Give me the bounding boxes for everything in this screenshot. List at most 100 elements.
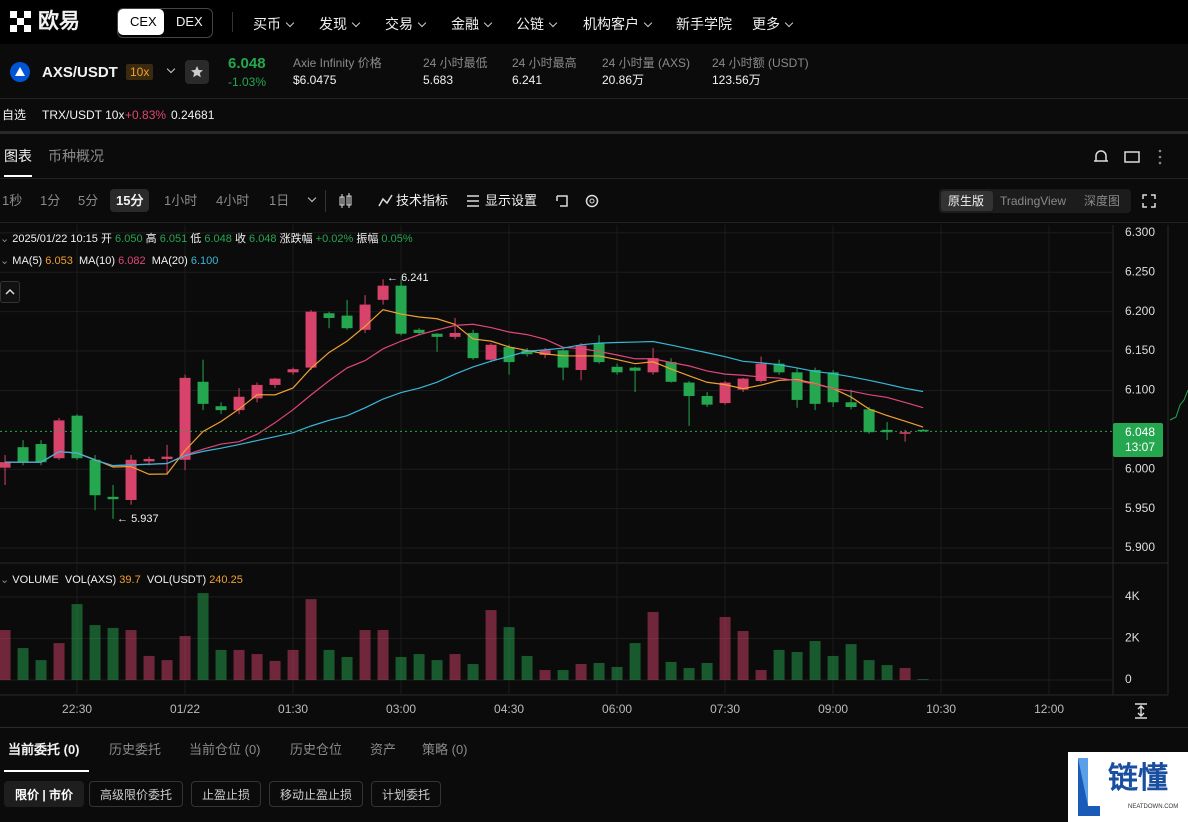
- view-option-active[interactable]: 原生版: [948, 194, 985, 208]
- ma-label: MA(10): [78, 255, 116, 267]
- order-tab[interactable]: 历史委托: [109, 742, 162, 757]
- nav-label: 买币: [253, 16, 281, 32]
- nav-item[interactable]: 买币: [253, 14, 295, 34]
- nav-item[interactable]: 新手学院: [676, 14, 732, 34]
- toolbar-icons[interactable]: [555, 193, 605, 209]
- candle-body: [755, 363, 767, 381]
- order-type[interactable]: 计划委托: [371, 781, 442, 807]
- order-type-active[interactable]: 限价 | 市价: [4, 781, 85, 807]
- view-option[interactable]: TradingView: [1000, 194, 1067, 208]
- nav-item[interactable]: 交易: [385, 14, 427, 34]
- fullscreen-icon[interactable]: [1142, 194, 1156, 208]
- candle-body: [233, 396, 245, 411]
- interval[interactable]: 1日: [269, 193, 290, 208]
- max-value: 6.241: [401, 272, 429, 284]
- candle-body: [377, 285, 389, 300]
- chart-icons[interactable]: [1092, 148, 1172, 166]
- divider: [0, 222, 1188, 223]
- tab-dex[interactable]: DEX: [176, 14, 203, 29]
- candle-body: [899, 432, 911, 434]
- x-tick-label: 04:30: [494, 702, 524, 716]
- order-tab[interactable]: 资产: [370, 742, 397, 757]
- volume-bar: [161, 660, 173, 680]
- nav-item[interactable]: 发现: [319, 14, 361, 34]
- order-tab-active[interactable]: 当前委托 (0): [8, 742, 80, 757]
- ma-label: MA(5): [12, 255, 43, 267]
- nav-label: 新手学院: [676, 16, 732, 32]
- chart-tab-active[interactable]: 图表: [4, 148, 32, 164]
- axis-scale-icon[interactable]: [1134, 703, 1148, 719]
- ma-value: 6.100: [190, 255, 219, 267]
- volume-bar: [647, 611, 659, 680]
- watermark-text: 链懂: [1108, 762, 1168, 795]
- x-tick-label: 06:00: [602, 702, 632, 716]
- collapse-button[interactable]: [0, 281, 20, 303]
- order-tab[interactable]: 历史仓位: [290, 742, 343, 757]
- volume-bar: [197, 593, 209, 680]
- candle-body: [107, 496, 119, 500]
- interval[interactable]: 1分: [40, 193, 61, 208]
- vol-label: VOL(AXS): [64, 574, 117, 586]
- interval[interactable]: 4小时: [216, 193, 250, 208]
- nav-label: 金融: [451, 16, 479, 32]
- volume-bar: [503, 627, 515, 680]
- interval-active[interactable]: 15分: [110, 189, 150, 212]
- toolbar-button[interactable]: 技术指标: [396, 193, 449, 208]
- watchlist-label[interactable]: 自选: [2, 108, 27, 122]
- y-tick-label: 6.100: [1125, 383, 1155, 397]
- candle-body: [89, 459, 101, 496]
- view-option[interactable]: 深度图: [1084, 194, 1121, 208]
- side-sparkline: [1169, 389, 1188, 421]
- volume-bar: [539, 670, 551, 680]
- ma-line: [5, 308, 924, 475]
- price-change: -1.03%: [228, 75, 267, 89]
- candle-body: [593, 343, 605, 363]
- candle-body: [467, 332, 479, 359]
- candle-body: [719, 382, 731, 404]
- order-tab[interactable]: 当前仓位 (0): [189, 742, 261, 757]
- order-tab[interactable]: 策略 (0): [422, 742, 468, 757]
- volume-bar: [701, 662, 713, 680]
- y-tick-label: 6.250: [1125, 264, 1155, 278]
- info-label: 收: [234, 233, 246, 245]
- watch-pair[interactable]: TRX/USDT 10x: [42, 108, 125, 122]
- favorite-button[interactable]: [185, 60, 209, 84]
- y-tick-label: 0: [1125, 672, 1132, 686]
- candle-body: [161, 456, 173, 459]
- nav-item[interactable]: 更多: [752, 14, 794, 34]
- watch-price: 0.24681: [171, 108, 215, 122]
- interval[interactable]: 1秒: [2, 193, 23, 208]
- interval[interactable]: 5分: [78, 193, 99, 208]
- volume-bar: [323, 649, 335, 680]
- pair[interactable]: AXS/USDT: [42, 64, 118, 81]
- info-caret: ⌄: [0, 574, 13, 586]
- x-tick-label: 10:30: [926, 702, 956, 716]
- watch-change: +0.83%: [125, 108, 167, 122]
- order-type[interactable]: 止盈止损: [191, 781, 262, 807]
- ticker-bar: AXS/USDT 10x 6.048 -1.03% Axie Infinity …: [0, 44, 1188, 99]
- volume-bar: [827, 655, 839, 680]
- candle-body: [521, 350, 533, 355]
- pair-caret[interactable]: [166, 64, 176, 74]
- nav-label: 交易: [385, 16, 413, 32]
- nav-item[interactable]: 金融: [451, 14, 493, 34]
- chart-tab[interactable]: 币种概况: [48, 148, 104, 164]
- tab-cex[interactable]: CEX: [130, 14, 157, 29]
- candle-body: [683, 382, 695, 396]
- interval[interactable]: 1小时: [164, 193, 198, 208]
- order-type[interactable]: 高级限价委托: [89, 781, 184, 807]
- price-tag: [1113, 423, 1163, 457]
- info-label: 开: [100, 233, 112, 245]
- volume-bar: [629, 643, 641, 680]
- nav-item[interactable]: 机构客户: [583, 14, 653, 34]
- nav-item[interactable]: 公链: [516, 14, 558, 34]
- volume-bar: [395, 656, 407, 680]
- toolbar-button[interactable]: 显示设置: [485, 193, 538, 208]
- candle-type-icon[interactable]: [338, 193, 354, 209]
- volume-bar: [719, 616, 731, 680]
- candle-body: [71, 415, 83, 459]
- candlestick-chart: 22:30 01/22 01:30 03:00 04:30 06:00 07:30 09:00…: [0, 225, 1188, 716]
- interval-caret[interactable]: [307, 193, 317, 203]
- volume-bar: [125, 630, 137, 680]
- order-type[interactable]: 移动止盈止损: [269, 781, 364, 807]
